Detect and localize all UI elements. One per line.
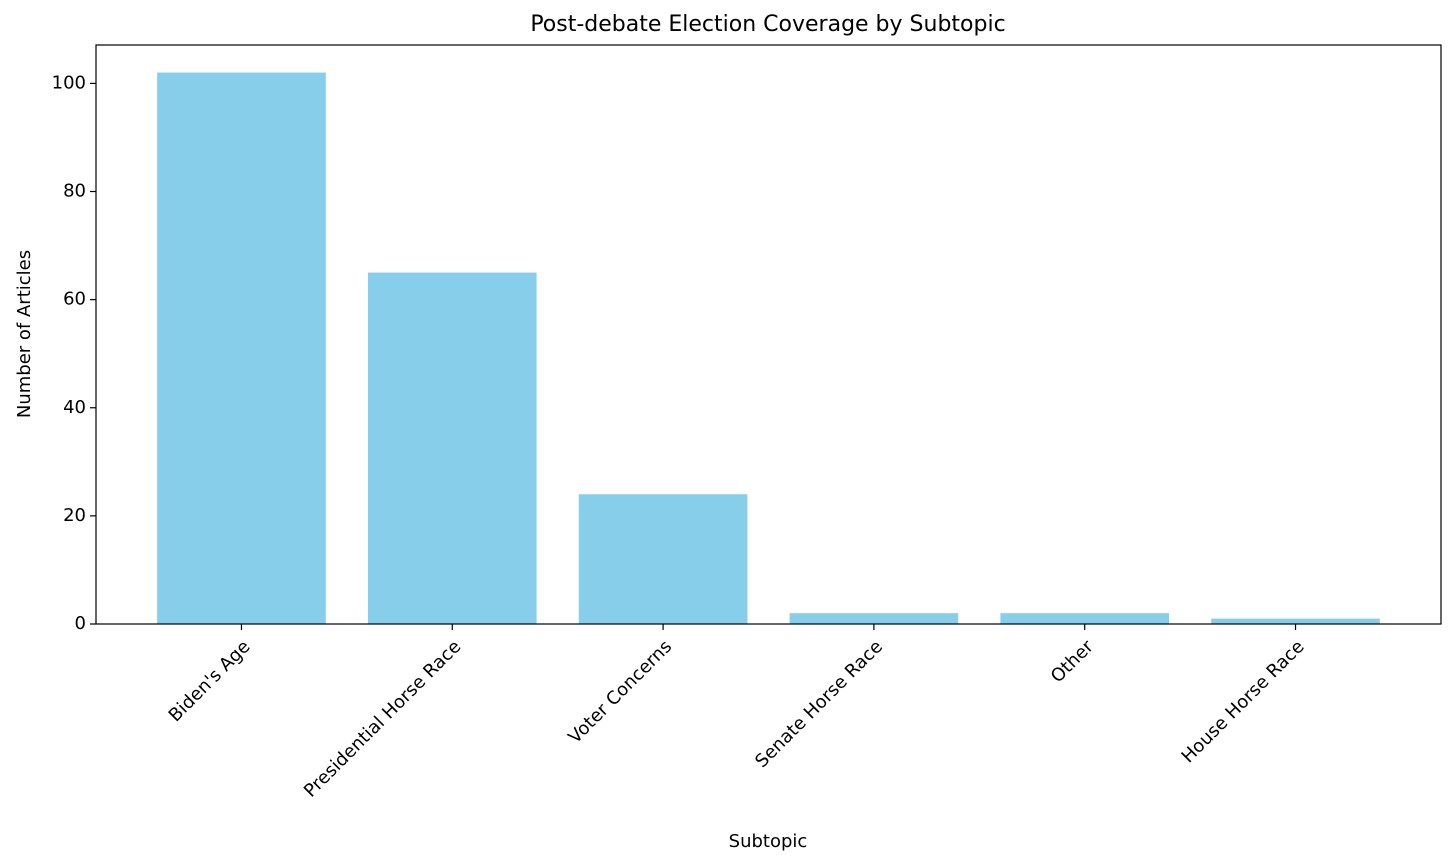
x-tick-label: Voter Concerns xyxy=(564,636,676,748)
bar xyxy=(157,72,326,625)
y-tick-label: 80 xyxy=(63,181,86,202)
y-axis-label: Number of Articles xyxy=(14,250,35,418)
y-tick-label: 100 xyxy=(52,72,86,93)
y-tick-label: 20 xyxy=(63,505,86,526)
bar xyxy=(1000,613,1170,624)
bar xyxy=(789,613,959,624)
x-tick-label: Presidential Horse Race xyxy=(300,636,465,801)
x-tick-label: House Horse Race xyxy=(1178,636,1309,767)
y-tick-label: 0 xyxy=(75,613,86,634)
chart-title: Post-debate Election Coverage by Subtopi… xyxy=(530,12,1005,37)
bar xyxy=(578,494,748,624)
y-tick-label: 60 xyxy=(63,289,86,310)
x-axis-label: Subtopic xyxy=(729,831,808,852)
bar xyxy=(1211,618,1380,624)
x-tick-label: Other xyxy=(1047,636,1098,687)
y-tick-label: 40 xyxy=(63,397,86,418)
bar xyxy=(367,272,537,624)
x-tick-label: Biden's Age xyxy=(165,636,255,726)
plot-frame xyxy=(95,44,1442,625)
x-tick-label: Senate Horse Race xyxy=(751,636,887,772)
